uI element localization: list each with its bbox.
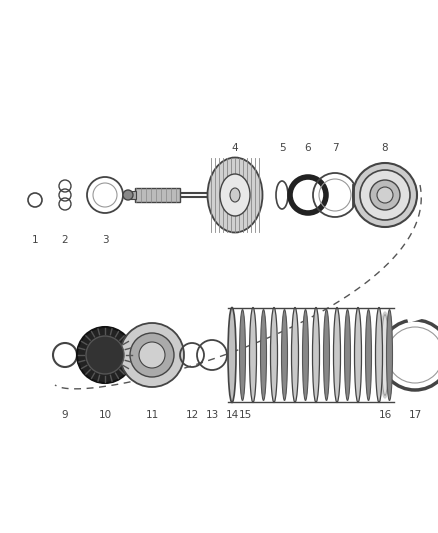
Text: 9: 9 (62, 410, 68, 420)
Text: 14: 14 (226, 410, 239, 420)
Text: 8: 8 (381, 143, 389, 153)
Ellipse shape (324, 310, 329, 400)
Ellipse shape (271, 308, 278, 402)
Ellipse shape (386, 310, 392, 400)
Ellipse shape (228, 308, 236, 402)
Ellipse shape (292, 308, 299, 402)
Bar (130, 191, 136, 199)
Text: 15: 15 (238, 410, 251, 420)
Text: 6: 6 (305, 143, 311, 153)
Ellipse shape (312, 308, 319, 402)
Text: 1: 1 (32, 235, 38, 245)
Ellipse shape (282, 310, 287, 400)
Text: 3: 3 (102, 235, 108, 245)
Text: 7: 7 (332, 143, 338, 153)
Text: 4: 4 (232, 143, 238, 153)
Circle shape (370, 180, 400, 210)
Text: 11: 11 (145, 410, 159, 420)
Ellipse shape (354, 308, 361, 402)
Circle shape (360, 170, 410, 220)
Ellipse shape (250, 308, 257, 402)
Ellipse shape (240, 310, 246, 400)
Text: 5: 5 (279, 143, 285, 153)
Ellipse shape (208, 157, 262, 232)
Ellipse shape (261, 310, 266, 400)
Ellipse shape (381, 314, 389, 395)
Ellipse shape (220, 174, 250, 216)
Bar (135, 188, 180, 202)
Circle shape (120, 323, 184, 387)
Circle shape (86, 336, 124, 374)
Text: 2: 2 (62, 235, 68, 245)
Text: 13: 13 (205, 410, 219, 420)
Circle shape (123, 190, 133, 200)
Ellipse shape (345, 310, 350, 400)
Text: 10: 10 (99, 410, 112, 420)
Text: 16: 16 (378, 410, 392, 420)
Circle shape (377, 187, 393, 203)
Ellipse shape (380, 312, 390, 398)
Text: 17: 17 (408, 410, 422, 420)
Ellipse shape (365, 310, 371, 400)
Ellipse shape (303, 310, 308, 400)
Ellipse shape (333, 308, 340, 402)
Circle shape (77, 327, 133, 383)
Circle shape (139, 342, 165, 368)
Circle shape (130, 333, 174, 377)
Text: 12: 12 (185, 410, 198, 420)
Ellipse shape (375, 308, 382, 402)
Ellipse shape (230, 188, 240, 202)
Circle shape (353, 163, 417, 227)
